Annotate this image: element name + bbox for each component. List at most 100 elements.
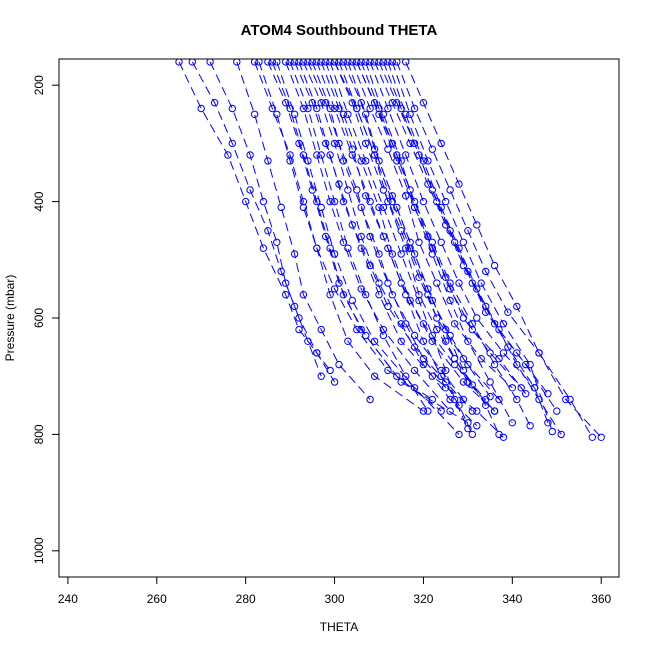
data-point [357,285,365,293]
data-point [330,285,339,293]
data-point [588,433,596,441]
data-point [317,151,325,159]
data-point [348,59,356,66]
data-point [428,238,436,247]
data-point [455,244,463,252]
data-point [410,197,419,206]
data-point [428,372,436,380]
series-line-29 [387,61,562,435]
data-point [473,314,481,322]
series-line-30 [316,61,473,435]
data-point [326,104,334,113]
data-point [410,250,419,258]
data-point [384,366,392,375]
data-point [330,197,339,206]
data-point [366,261,374,270]
data-point [428,145,436,153]
data-point [442,337,450,345]
data-point [402,59,410,66]
data-point [348,145,356,153]
x-tick-label: 300 [325,592,345,606]
data-point [433,314,441,322]
data-point [388,250,396,258]
data-point [379,186,388,194]
data-point [357,59,365,66]
data-point [264,157,272,165]
data-point [459,366,468,375]
data-point [339,157,348,165]
data-point [397,227,405,235]
data-point [450,395,459,404]
series-line-10 [298,61,504,438]
data-point [277,267,285,276]
data-point [544,419,552,427]
data-point [259,244,268,252]
data-point [344,186,352,194]
data-point [442,325,450,334]
data-point [348,221,356,229]
series-line-16 [338,61,473,386]
data-point [406,186,414,194]
x-tick-label: 340 [502,592,522,606]
data-point [388,59,396,66]
data-point [366,104,374,113]
data-point [357,232,365,241]
data-point [446,395,454,404]
data-point [513,349,521,357]
data-point [379,59,388,66]
data-point [250,110,259,119]
data-point [273,238,281,247]
series-line-20 [365,61,527,395]
data-point [455,430,463,439]
series-line-28 [374,61,549,423]
data-point [437,366,445,375]
data-point [397,104,405,113]
data-point [526,360,534,369]
data-point [370,151,379,159]
series-layer [175,59,605,441]
data-point [424,157,432,165]
data-point [295,139,303,148]
data-point [295,325,303,334]
data-point [526,422,534,430]
data-point [517,384,525,392]
data-point [317,99,325,107]
data-point [419,360,428,369]
data-point [317,59,325,66]
data-point [379,110,388,119]
series-line-5 [254,61,424,412]
data-point [375,250,383,258]
data-point [313,59,321,66]
series-line-11 [307,61,447,389]
data-point [344,337,352,345]
data-point [264,59,272,66]
data-point [437,372,445,380]
data-point [450,360,459,369]
data-point [335,59,343,66]
data-point [406,238,414,247]
data-point [246,151,254,159]
data-point [415,291,423,299]
data-point [344,110,352,119]
series-line-17 [347,61,500,400]
data-point [393,157,401,165]
data-point [357,99,365,107]
data-point [415,238,423,247]
data-point [264,227,272,235]
data-point [286,151,294,159]
data-point [242,197,250,206]
data-point [330,378,339,386]
data-point [437,203,445,212]
data-point [362,331,370,340]
data-point [290,59,299,66]
series-line-26 [405,61,593,438]
data-point [388,192,396,200]
data-point [428,296,436,305]
data-point [317,325,325,334]
data-point [299,197,308,206]
data-point [477,355,485,363]
data-point [322,99,330,107]
data-point [406,110,414,119]
data-point [513,360,521,369]
y-axis-label: Pressure (mbar) [3,275,17,362]
